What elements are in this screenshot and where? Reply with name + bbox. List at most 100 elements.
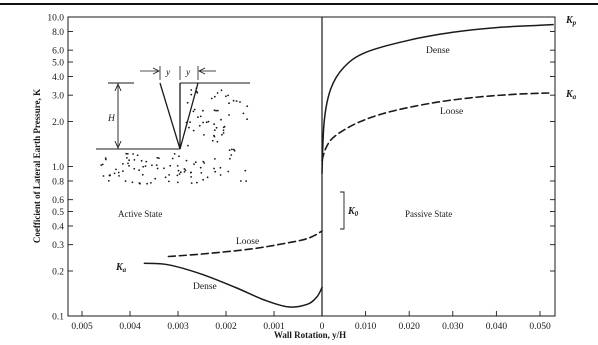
soil-dot <box>104 157 107 160</box>
soil-dot <box>217 109 219 112</box>
soil-dot <box>216 140 219 143</box>
soil-dot <box>132 153 135 155</box>
x-tick-label: 0.001 <box>263 322 285 332</box>
soil-dot <box>176 174 179 177</box>
soil-dot <box>126 153 129 155</box>
soil-dot <box>192 110 195 113</box>
soil-dot <box>199 115 202 118</box>
soil-dot <box>198 124 201 127</box>
k0-bracket <box>340 191 345 230</box>
soil-dot <box>192 129 195 132</box>
soil-dot <box>213 95 216 98</box>
soil-dot <box>122 170 124 173</box>
soil-dot <box>190 182 193 185</box>
soil-dot <box>156 167 159 170</box>
soil-dot <box>203 134 205 136</box>
soil-dot <box>101 163 104 166</box>
y-tick-label: 1.0 <box>52 163 64 173</box>
soil-dot <box>196 181 198 184</box>
soil-dot <box>190 176 193 178</box>
soil-dot <box>203 162 206 164</box>
soil-dot <box>183 168 186 170</box>
soil-dot <box>178 173 181 175</box>
soil-dot <box>179 171 182 174</box>
soil-dot <box>213 167 216 170</box>
x-tick-label: 0.020 <box>399 322 421 332</box>
soil-dot <box>230 154 233 156</box>
soil-dot <box>219 166 222 169</box>
dense-active-label: Dense <box>193 282 217 292</box>
soil-dot <box>177 169 180 172</box>
soil-dot <box>187 144 189 147</box>
soil-dot <box>206 176 209 179</box>
y-tick-label: 0.1 <box>52 313 64 323</box>
soil-dot <box>205 121 208 124</box>
inset-arrowhead-right <box>198 67 206 75</box>
soil-dot <box>229 157 231 160</box>
soil-dot <box>207 120 210 123</box>
dense-active-curve <box>143 262 323 308</box>
x-tick-label: 0.004 <box>119 322 141 332</box>
soil-dot <box>220 118 222 121</box>
x-tick-label: 0.005 <box>71 322 93 332</box>
soil-dot <box>193 108 196 111</box>
soil-dot <box>178 155 180 158</box>
soil-dot <box>109 174 111 176</box>
soil-dot <box>176 181 179 184</box>
inset-y-right: y <box>185 68 191 78</box>
soil-dot <box>216 92 219 94</box>
k0-label: K0 <box>347 206 359 218</box>
y-tick-label: 3.0 <box>52 92 64 102</box>
soil-dot <box>146 182 149 185</box>
soil-dot <box>228 114 230 116</box>
ka-label: Ka <box>115 262 127 274</box>
soil-dot <box>133 159 136 161</box>
soil-dot <box>244 169 247 172</box>
soil-dot <box>235 100 238 102</box>
soil-dot <box>118 175 120 177</box>
soil-dot <box>183 171 186 173</box>
soil-dot <box>176 165 179 167</box>
soil-dot <box>100 164 103 167</box>
x-tick-label: 0.030 <box>442 322 464 332</box>
active-state-label: Active State <box>118 209 162 219</box>
soil-dot <box>155 164 158 167</box>
soil-dot <box>215 126 218 129</box>
soil-dot <box>202 160 205 163</box>
soil-dot <box>124 180 127 183</box>
curves <box>143 23 554 308</box>
soil-dot <box>102 175 105 177</box>
y-tick-label: 0.4 <box>52 222 64 232</box>
soil-dot <box>223 125 226 128</box>
soil-dot <box>168 174 171 176</box>
soil-dot <box>126 157 128 159</box>
soil-dot <box>169 164 172 167</box>
soil-dot <box>202 178 205 181</box>
soil-dot <box>113 172 116 175</box>
soil-dot <box>231 148 233 151</box>
soil-dot <box>199 166 202 169</box>
soil-dot <box>214 158 216 160</box>
soil-dot <box>210 97 213 100</box>
soil-dot <box>190 171 192 174</box>
soil-dot <box>144 165 147 168</box>
soil-dot <box>211 139 214 142</box>
y-ticks: 0.1 0.2 0.3 0.4 0.5 0.6 0.8 1.0 2.0 3.0 4.0 5.0 6.0 8… <box>47 14 555 323</box>
soil-dot <box>142 165 145 168</box>
soil-dot <box>128 159 131 162</box>
dense-passive-curve <box>321 23 554 175</box>
y-tick-label: 0.8 <box>52 177 64 187</box>
soil-dot <box>227 94 230 97</box>
soil-dot <box>190 93 193 96</box>
soil-dot <box>190 89 193 91</box>
soil-dot <box>193 163 195 166</box>
soil-dot <box>168 180 170 183</box>
soil-dot <box>213 129 216 132</box>
soil-dot <box>125 152 128 155</box>
inset-y-left: y <box>165 68 171 78</box>
soil-dot <box>239 101 241 103</box>
loose-active-curve <box>167 230 323 258</box>
soil-dot <box>140 159 143 162</box>
y-tick-label: 10.0 <box>47 14 64 24</box>
